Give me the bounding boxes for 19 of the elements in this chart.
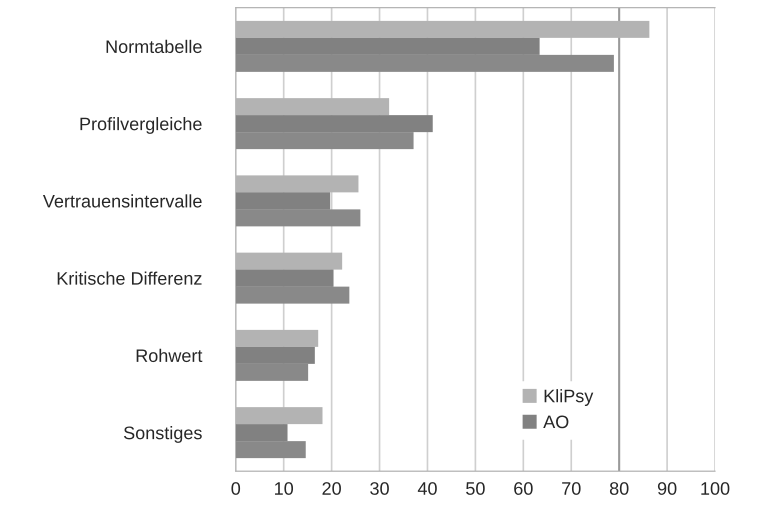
x-tick-label: 100 xyxy=(701,482,730,495)
x-tick-label: 0 xyxy=(231,482,240,495)
x-tick-label: 20 xyxy=(322,482,341,495)
y-tick-label: Normtabelle xyxy=(106,40,202,54)
x-tick-label: 40 xyxy=(418,482,437,495)
x-tick-label: 60 xyxy=(514,482,533,495)
x-tick-label: 90 xyxy=(658,482,676,495)
legend-label: AO xyxy=(543,415,568,428)
y-tick-label: Vertrauensintervalle xyxy=(42,194,202,208)
x-tick-label: 70 xyxy=(562,482,581,495)
y-tick-label: Rohwert xyxy=(136,348,202,362)
x-tick-label: 50 xyxy=(466,482,485,495)
y-tick-label: Sonstiges xyxy=(124,426,202,443)
x-tick-label: 80 xyxy=(610,482,629,495)
y-tick-label: Profilvergleiche xyxy=(80,117,202,134)
legend-label: KliPsy xyxy=(544,389,594,406)
x-tick-label: 30 xyxy=(370,482,389,495)
x-tick-label: 10 xyxy=(275,482,294,495)
y-tick-label: Kritische Differenz xyxy=(58,272,202,285)
